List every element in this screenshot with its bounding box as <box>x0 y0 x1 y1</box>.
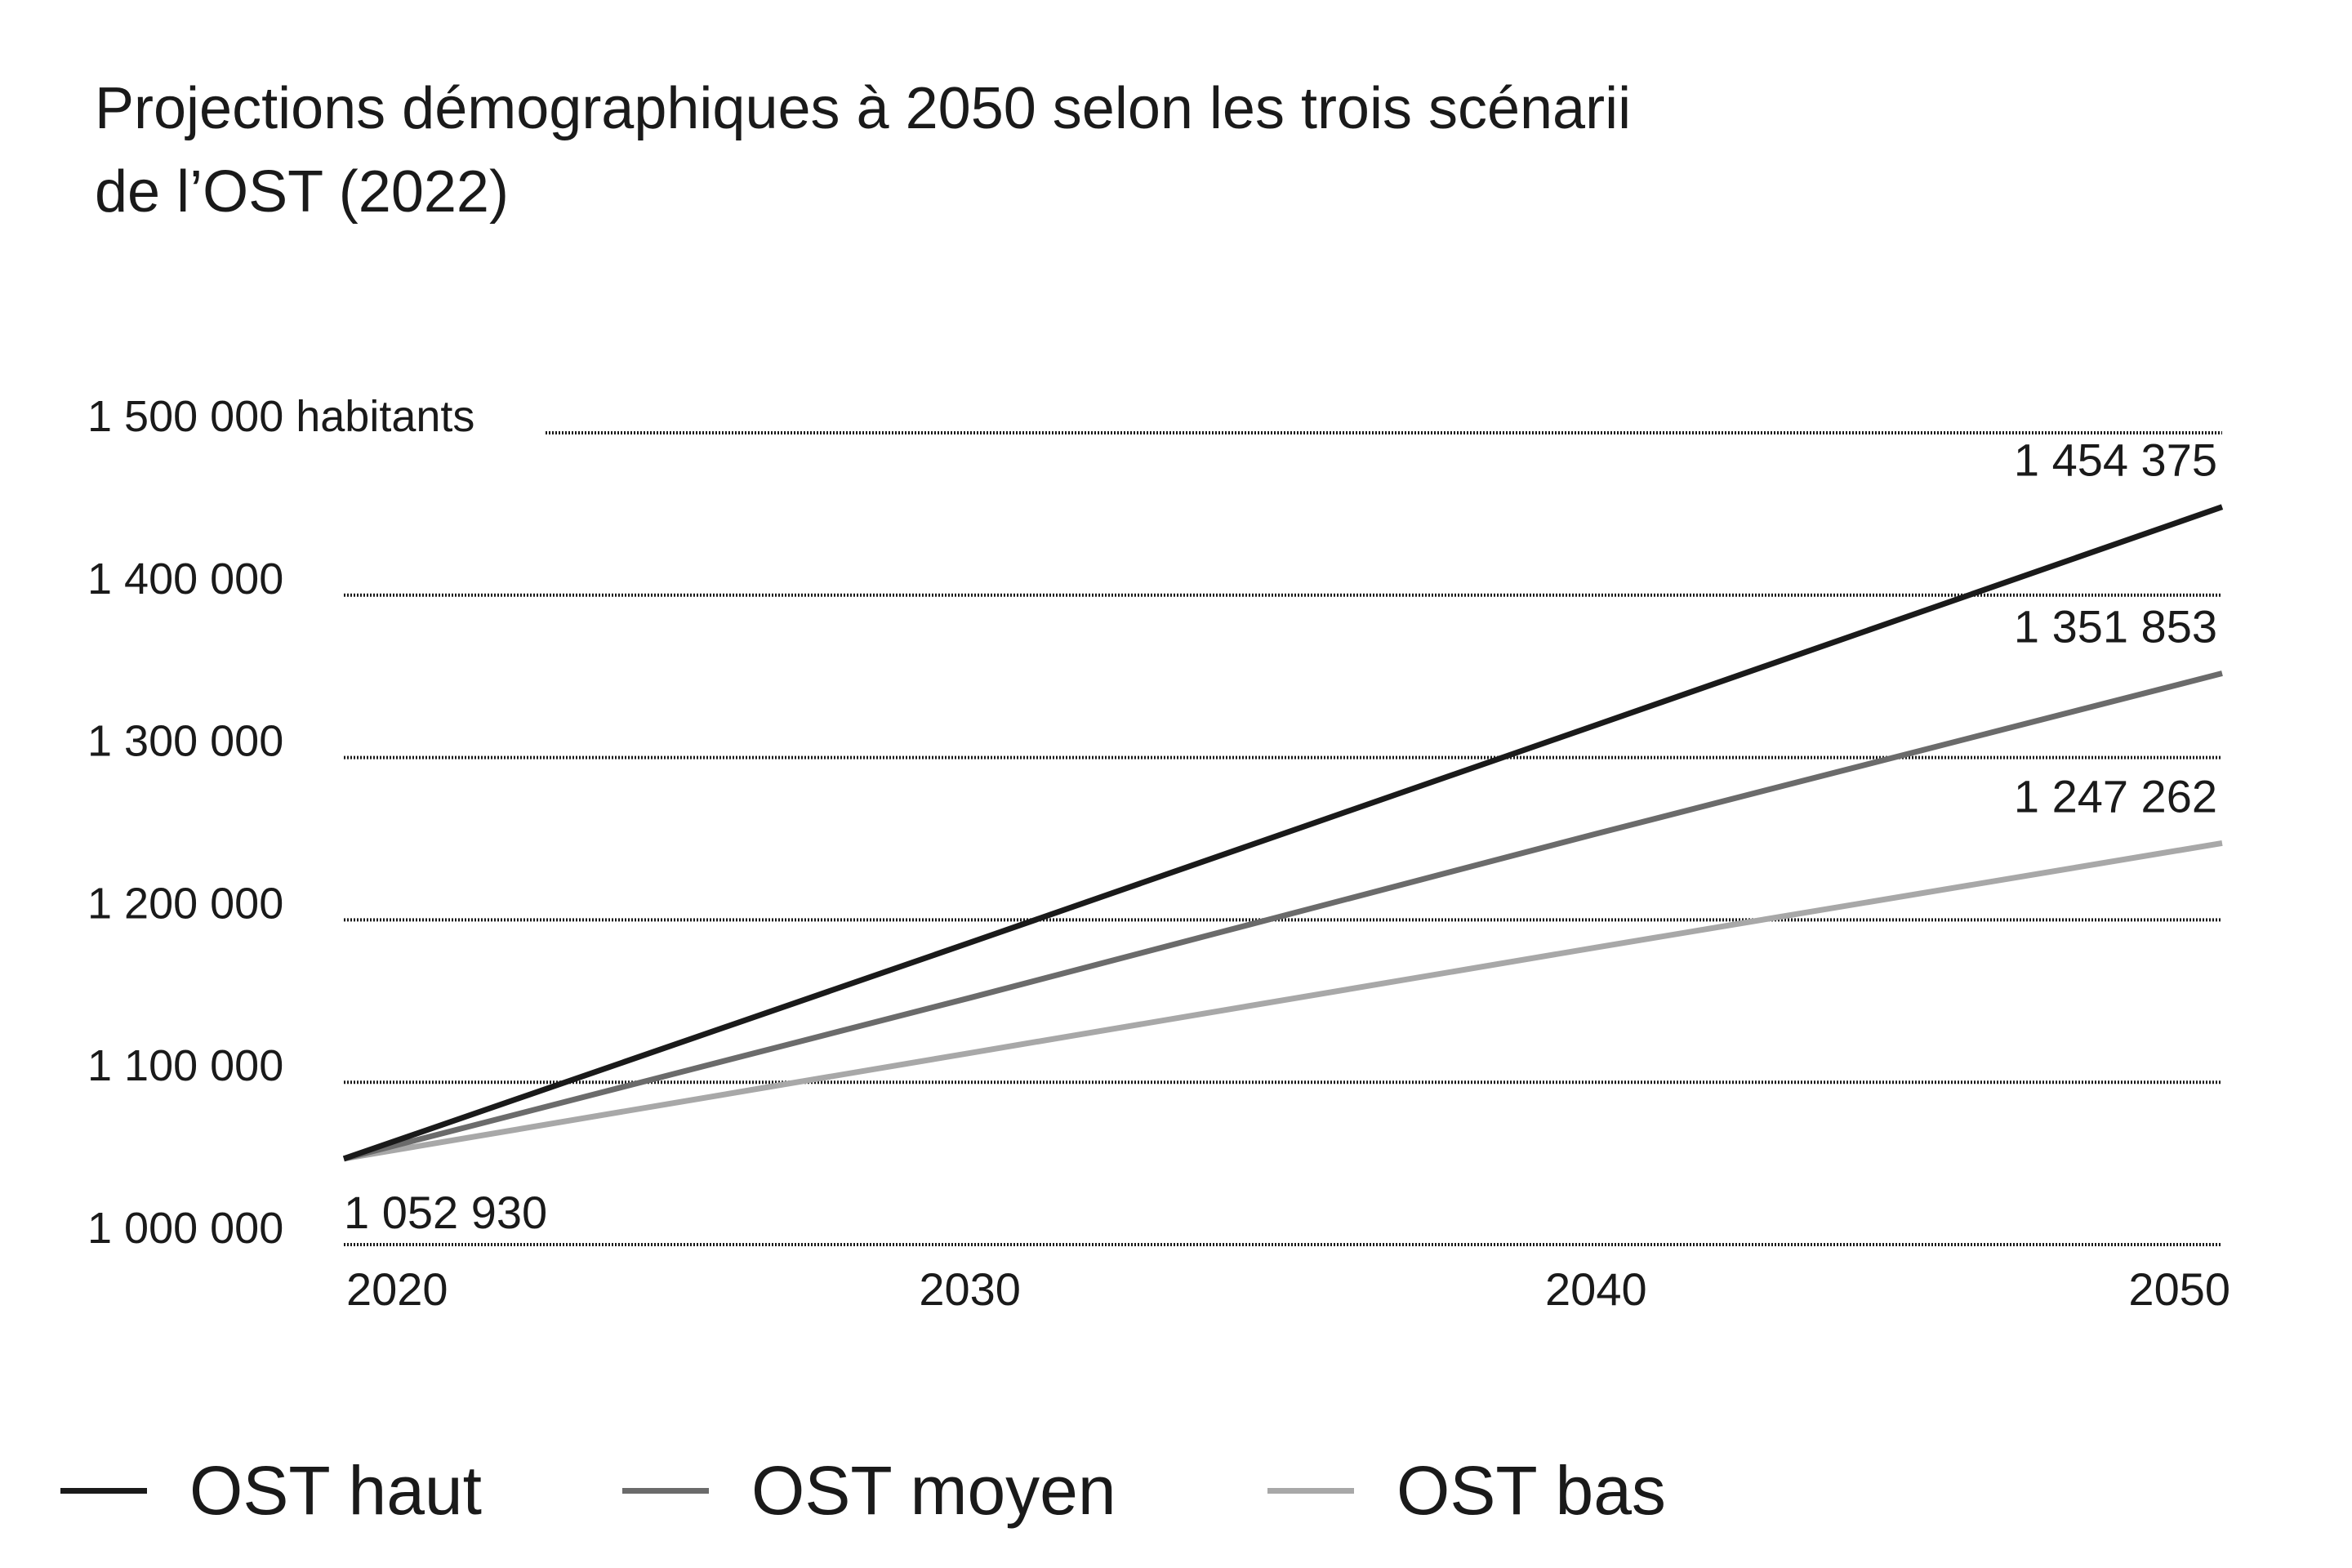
legend-item-ost-bas: OST bas <box>1267 1446 1666 1535</box>
x-tick-label-2040: 2040 <box>1545 1263 1647 1315</box>
legend-label-ost-bas: OST bas <box>1396 1451 1666 1529</box>
legend-swatch-ost-haut <box>60 1487 147 1494</box>
chart-title: Projections démographiques à 2050 selon … <box>95 67 2136 234</box>
legend-label-ost-moyen: OST moyen <box>751 1451 1116 1529</box>
x-tick-label-2050: 2050 <box>2128 1263 2230 1315</box>
y-tick-label-1200000: 1 200 000 <box>87 879 283 928</box>
data-label-1-351-853: 1 351 853 <box>2014 601 2217 653</box>
x-axis-tick-labels: 2020 2030 2040 2050 <box>346 1263 2230 1315</box>
legend: OST haut OST moyen OST bas <box>60 1446 2184 1535</box>
x-tick-label-2020: 2020 <box>346 1263 448 1315</box>
chart-title-line-2: de l’OST (2022) <box>95 159 509 225</box>
data-label-1-454-375: 1 454 375 <box>2014 434 2217 486</box>
legend-label-ost-haut: OST haut <box>189 1451 482 1529</box>
data-labels: 1 052 930 1 454 375 1 351 853 1 247 262 <box>344 434 2217 1238</box>
data-label-1-247-262: 1 247 262 <box>2014 770 2217 822</box>
x-tick-label-2030: 2030 <box>919 1263 1021 1315</box>
gridlines <box>344 431 2222 1246</box>
series-line-ost-haut <box>342 504 2224 1162</box>
legend-swatch-ost-moyen <box>622 1487 709 1494</box>
chart-title-line-1: Projections démographiques à 2050 selon … <box>95 76 1632 141</box>
series-line-ost-bas <box>343 840 2223 1162</box>
legend-item-ost-haut: OST haut <box>60 1446 482 1535</box>
series-lines <box>342 504 2224 1162</box>
legend-item-ost-moyen: OST moyen <box>622 1446 1116 1535</box>
y-tick-label-1000000: 1 000 000 <box>87 1204 283 1253</box>
y-tick-label-1300000: 1 300 000 <box>87 717 283 766</box>
y-tick-label-1100000: 1 100 000 <box>87 1041 283 1090</box>
legend-swatch-ost-bas <box>1267 1487 1354 1494</box>
y-axis-tick-labels: 1 000 000 1 100 000 1 200 000 1 300 000 1 40… <box>87 392 474 1253</box>
y-tick-label-1400000: 1 400 000 <box>87 555 283 604</box>
y-tick-label-1500000: 1 500 000 habitants <box>87 392 474 441</box>
series-line-ost-moyen <box>343 670 2223 1162</box>
data-label-1-052-930: 1 052 930 <box>344 1187 547 1238</box>
